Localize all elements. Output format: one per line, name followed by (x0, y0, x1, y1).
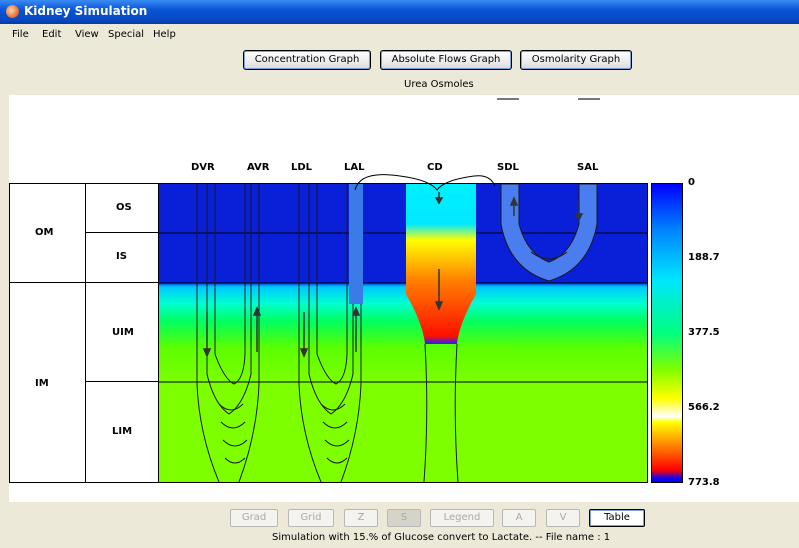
v-button[interactable]: V (546, 509, 580, 527)
vasa-recta-loops (196, 184, 362, 482)
legend-value-1: 188.7 (688, 252, 720, 263)
short-loop-arrows (509, 196, 584, 222)
absolute-flows-graph-button[interactable]: Absolute Flows Graph (380, 50, 512, 70)
tube-label-cd: CD (427, 162, 443, 173)
collecting-duct (406, 184, 476, 344)
gradient-background (159, 184, 647, 482)
app-icon (6, 5, 19, 18)
lal-tube (349, 184, 363, 304)
zone-os-cell (85, 183, 160, 234)
menu-edit[interactable]: Edit (42, 29, 62, 40)
zone-om-label: OM (35, 227, 54, 238)
legend-value-0: 0 (688, 177, 695, 188)
kidney-simulation-field (158, 183, 648, 483)
zone-lim-cell (85, 381, 160, 483)
tube-label-sdl: SDL (497, 162, 519, 173)
menu-help[interactable]: Help (153, 29, 176, 40)
scroll-marker (497, 98, 519, 100)
title-bar: Kidney Simulation (0, 0, 799, 24)
legend-value-3: 566.2 (688, 402, 720, 413)
collecting-duct-lower (423, 343, 459, 482)
status-text: Simulation with 15.% of Glucose convert … (272, 532, 611, 543)
zone-is-label: IS (116, 251, 127, 262)
zone-om-cell (9, 183, 87, 283)
grad-button[interactable]: Grad (230, 509, 278, 527)
table-button[interactable]: Table (589, 509, 645, 527)
a-button[interactable]: A (502, 509, 536, 527)
tube-label-lal: LAL (344, 162, 365, 173)
menu-special[interactable]: Special (108, 29, 145, 40)
grid-button[interactable]: Grid (288, 509, 334, 527)
cd-arrows (434, 192, 444, 311)
zone-uim-cell (85, 282, 160, 383)
graph-toolbar: Concentration Graph Absolute Flows Graph… (0, 45, 799, 95)
zone-os-label: OS (116, 202, 132, 213)
tube-label-ldl: LDL (291, 162, 313, 173)
zone-uim-label: UIM (112, 327, 134, 338)
concentration-graph-button[interactable]: Concentration Graph (243, 50, 371, 70)
zone-im-label: IM (35, 378, 49, 389)
short-loop-of-henle (500, 184, 598, 282)
menu-bar: File Edit View Special Help (0, 26, 799, 44)
tube-connection-arcs (354, 174, 496, 191)
legend-value-4: 773.8 (688, 477, 720, 488)
menu-file[interactable]: File (12, 29, 29, 40)
zone-is-cell (85, 232, 160, 283)
scroll-marker (578, 98, 600, 100)
short-loop-turn (530, 251, 568, 260)
control-bar: Grad Grid Z S Legend A V Table Simulatio… (0, 504, 799, 548)
legend-button[interactable]: Legend (430, 509, 494, 527)
zone-im-cell (9, 282, 87, 483)
zone-lim-label: LIM (112, 426, 133, 437)
window-title: Kidney Simulation (24, 4, 148, 18)
flow-arrows (202, 306, 361, 358)
graph-title: Urea Osmoles (404, 79, 474, 90)
tube-label-avr: AVR (247, 162, 270, 173)
color-legend-bar (651, 183, 683, 483)
menu-view[interactable]: View (75, 29, 99, 40)
tube-label-sal: SAL (577, 162, 599, 173)
tube-label-dvr: DVR (191, 162, 215, 173)
legend-value-2: 377.5 (688, 327, 720, 338)
s-button[interactable]: S (387, 509, 421, 527)
z-button[interactable]: Z (344, 509, 378, 527)
osmolarity-graph-button[interactable]: Osmolarity Graph (520, 50, 632, 70)
